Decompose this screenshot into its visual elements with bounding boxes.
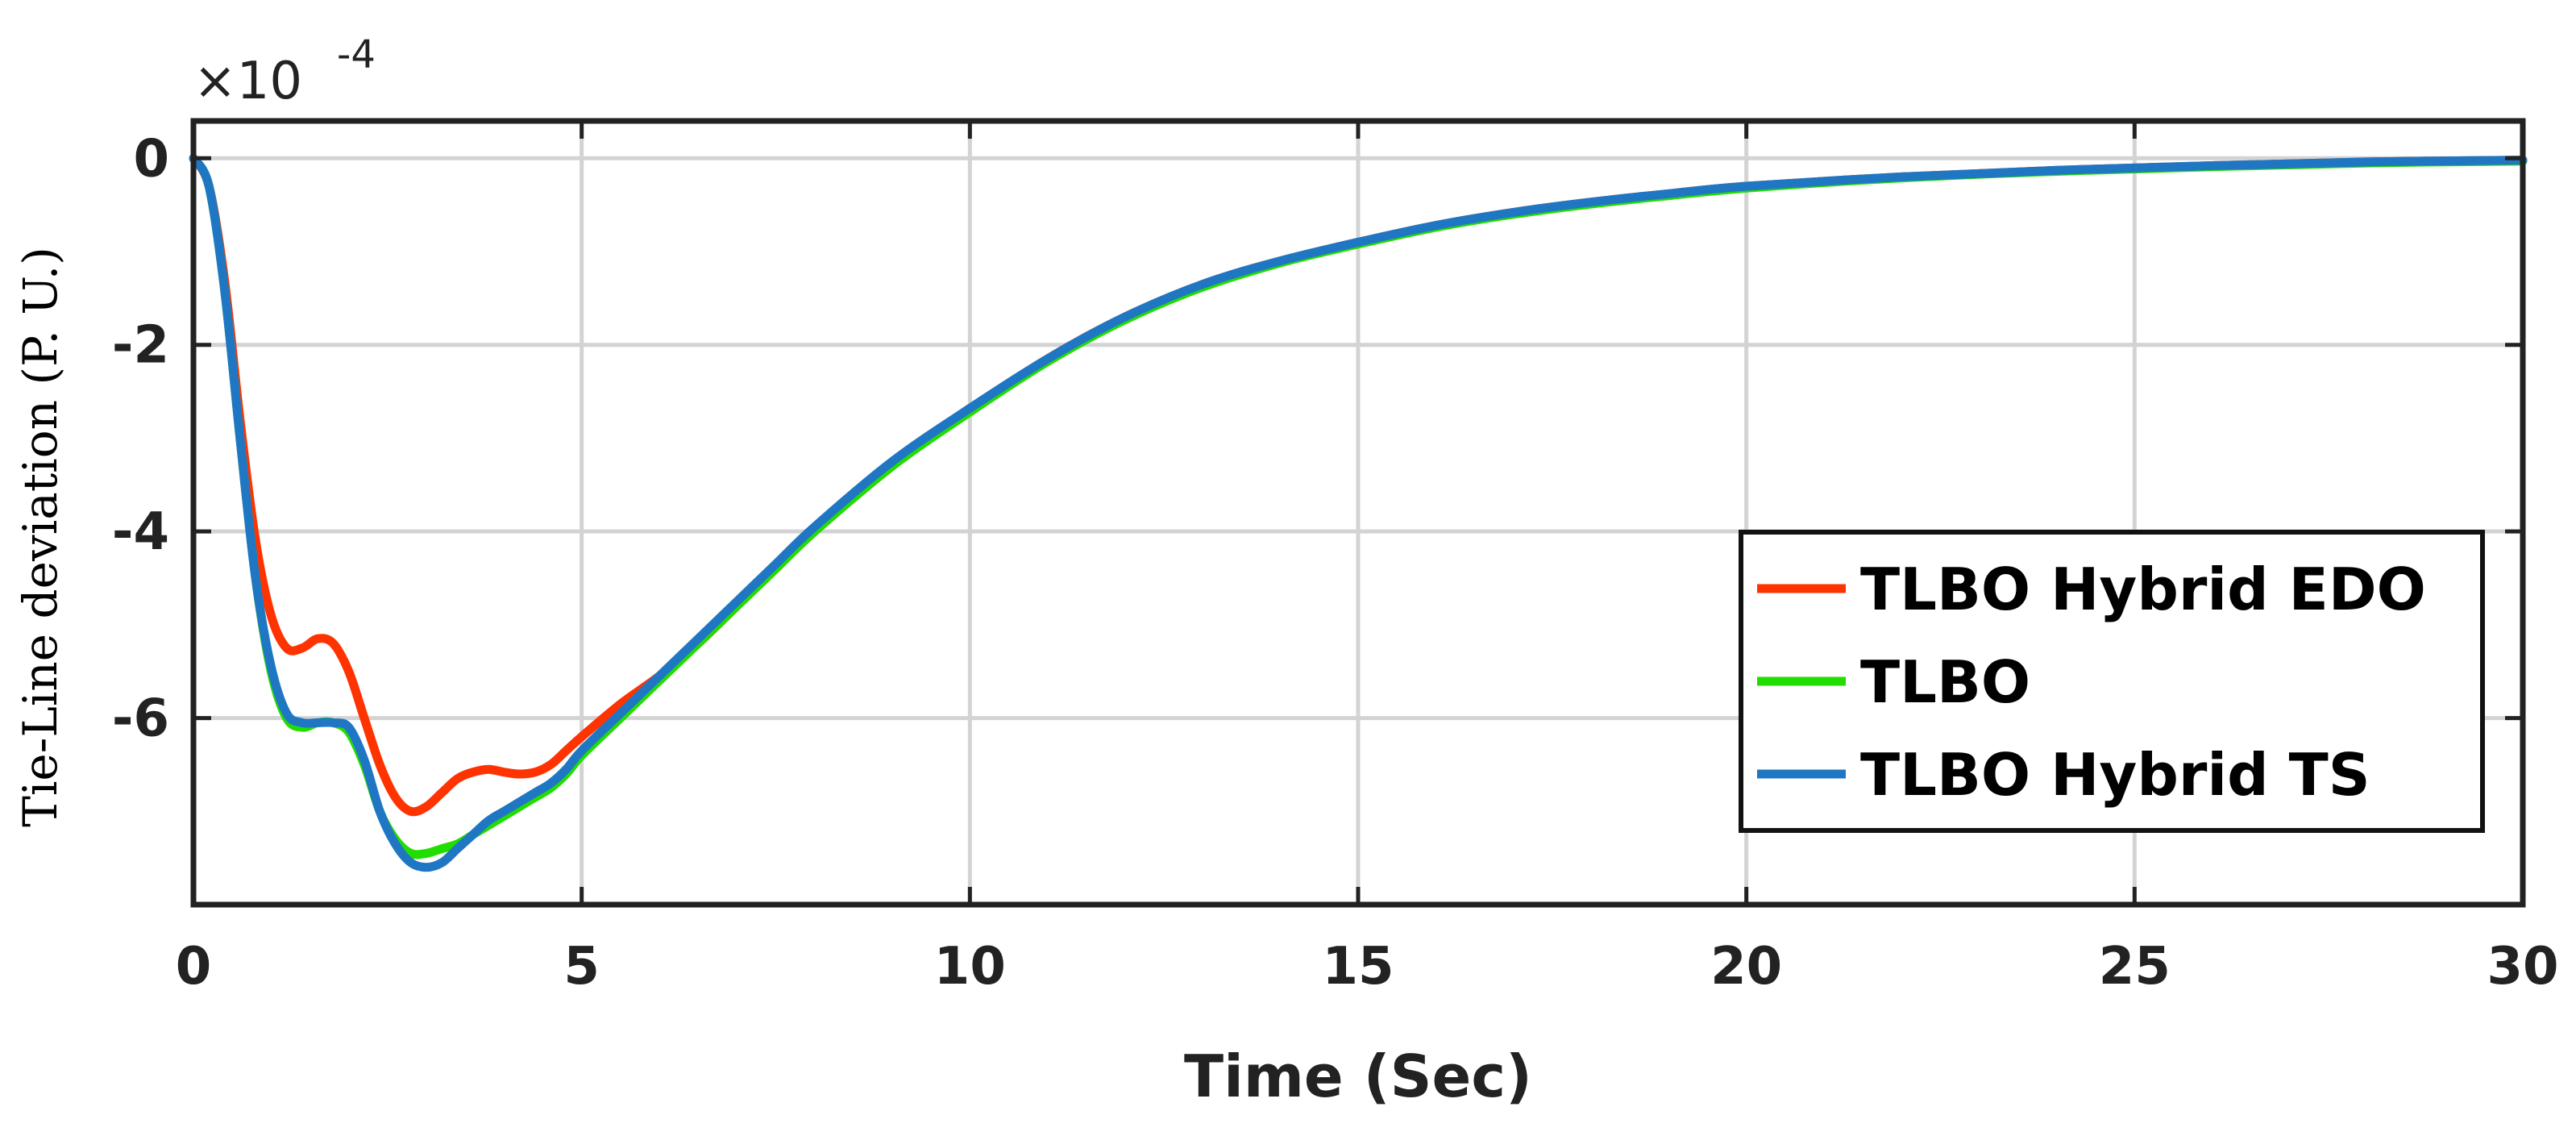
y-tick-label: 0 <box>133 129 169 189</box>
x-axis-title: Time (Sec) <box>1184 1043 1532 1110</box>
y-tick-label: -6 <box>112 689 169 749</box>
y-exponent-power: -4 <box>337 32 376 77</box>
x-tick-label: 5 <box>563 937 600 997</box>
axis-ticks: 0 5 10 15 20 25 30 0 -2 -4 -6 <box>112 121 2559 997</box>
x-tick-label: 20 <box>1710 937 1782 997</box>
x-tick-label: 30 <box>2487 937 2558 997</box>
legend-label-tlbo-hybrid-edo: TLBO Hybrid EDO <box>1860 556 2426 623</box>
x-tick-label: 0 <box>176 937 212 997</box>
y-tick-label: -2 <box>112 316 169 376</box>
series-line-tlbo-hybrid-ts <box>189 153 2528 872</box>
x-tick-label: 15 <box>1322 937 1394 997</box>
legend-label-tlbo: TLBO <box>1860 648 2030 716</box>
y-exponent-prefix: ×10 <box>193 52 302 111</box>
legend-label-tlbo-hybrid-ts: TLBO Hybrid TS <box>1860 741 2370 809</box>
x-tick-label: 10 <box>934 937 1006 997</box>
legend-box <box>1739 530 2485 833</box>
y-tick-label: -4 <box>112 502 169 562</box>
legend: TLBO Hybrid EDO TLBO TLBO Hybrid TS <box>1739 530 2485 833</box>
x-tick-label: 25 <box>2099 937 2171 997</box>
series-lines <box>189 153 2528 872</box>
y-axis-title: Tie-Line deviation (P. U.) <box>13 247 68 827</box>
